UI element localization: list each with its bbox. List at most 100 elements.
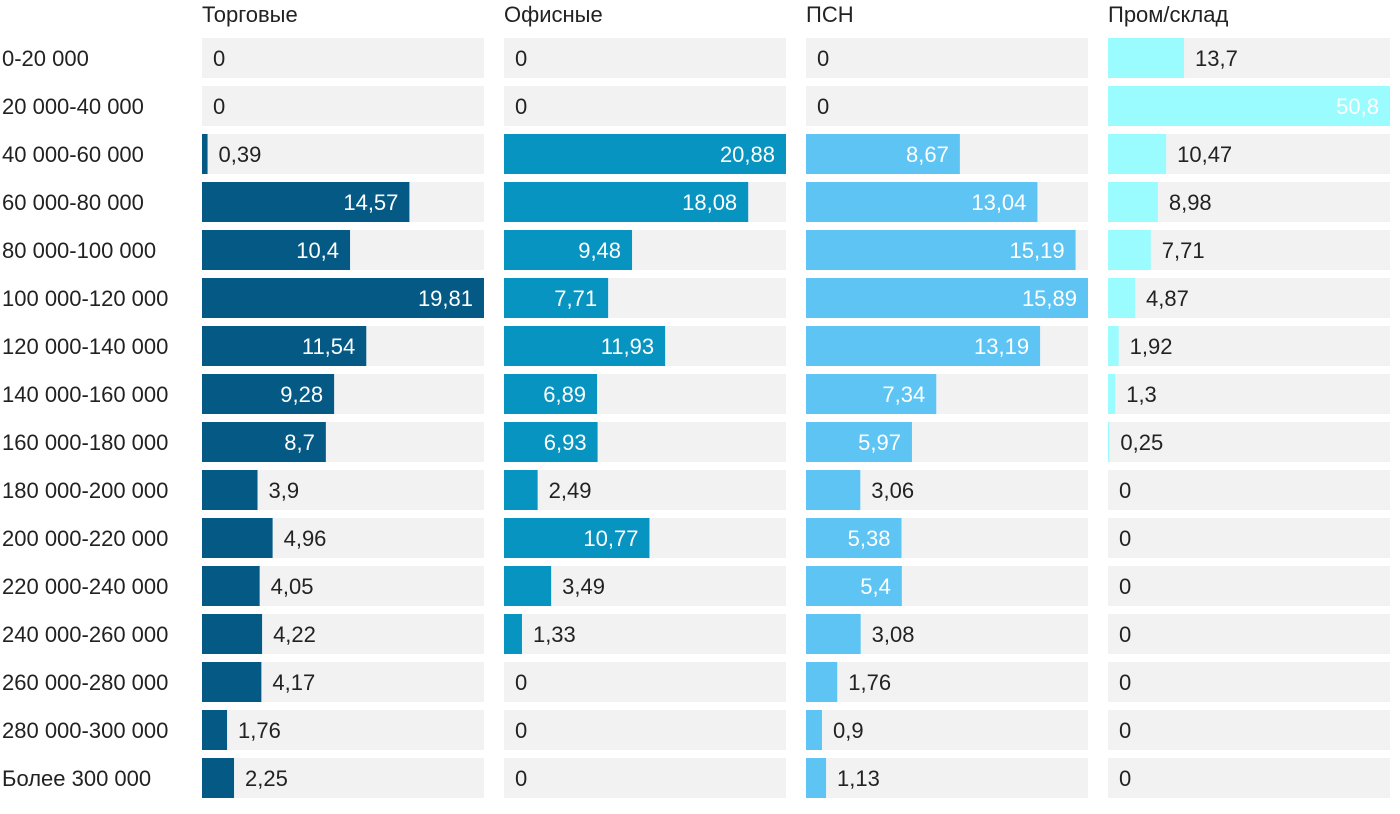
bar [504,182,749,222]
bar-track [1108,566,1390,606]
data-label: 11,54 [302,334,355,359]
data-label: 3,9 [269,478,300,503]
category-label: 240 000-260 000 [2,622,168,647]
bar [202,278,484,318]
data-label: 13,7 [1195,46,1238,71]
data-label: 0 [213,94,225,119]
bar-track [504,662,786,702]
category-label: 40 000-60 000 [2,142,144,167]
bar [806,662,838,702]
data-label: 7,71 [1162,238,1205,263]
bar [806,278,1088,318]
data-label: 11,93 [601,334,654,359]
bar [1108,134,1167,174]
bar [202,614,263,654]
bar-track [202,38,484,78]
data-label: 15,89 [1022,286,1077,311]
bar-track [202,134,484,174]
data-label: 10,47 [1177,142,1232,167]
data-label: 5,97 [858,430,901,455]
data-label: 0 [213,46,225,71]
data-label: 0 [1119,718,1131,743]
bar [1108,230,1151,270]
data-label: 0,39 [219,142,262,167]
bar-track [1108,758,1390,798]
bar-track [1108,662,1390,702]
data-label: 19,81 [418,286,473,311]
data-label: 0 [817,94,829,119]
category-label: 180 000-200 000 [2,478,168,503]
data-label: 2,49 [549,478,592,503]
bar-track [504,86,786,126]
bar [202,710,228,750]
category-label: 220 000-240 000 [2,574,168,599]
data-label: 3,06 [871,478,914,503]
bar [1108,38,1185,78]
data-label: 1,92 [1130,334,1173,359]
bar-track [806,710,1088,750]
bar-track [1108,278,1390,318]
data-label: 0 [515,46,527,71]
bar [806,470,861,510]
bar [202,566,260,606]
bar-track [1108,326,1390,366]
data-label: 6,89 [543,382,586,407]
category-label: 0-20 000 [2,46,89,71]
bar [1108,86,1390,126]
bar [504,326,666,366]
data-label: 6,93 [544,430,587,455]
data-label: 18,08 [682,190,737,215]
bar [202,374,335,414]
panel-4: Пром/склад 13,7 50,8 10,47 8,98 7,71 4,87 1,92 1… [1108,2,1390,798]
series-title: ПСН [806,2,854,27]
bar-track [1108,374,1390,414]
bar [504,518,650,558]
data-label: 0 [817,46,829,71]
bar [202,326,367,366]
category-label: 260 000-280 000 [2,670,168,695]
data-label: 20,88 [720,142,775,167]
bar-track [1108,470,1390,510]
bar-track [504,710,786,750]
data-label: 1,13 [837,766,880,791]
data-label: 13,19 [974,334,1029,359]
bar [504,230,633,270]
bar-track [806,38,1088,78]
bar [202,230,351,270]
bar [1108,278,1136,318]
bar [806,566,902,606]
bar-track [806,758,1088,798]
bar [1108,326,1119,366]
data-label: 0 [1119,574,1131,599]
category-label: 160 000-180 000 [2,430,168,455]
data-label: 15,19 [1010,238,1065,263]
data-label: 4,17 [272,670,315,695]
series-title: Пром/склад [1108,2,1228,27]
bar-track [1108,518,1390,558]
data-label: 0 [1119,622,1131,647]
bar [202,182,410,222]
data-label: 1,33 [533,622,576,647]
data-label: 4,22 [273,622,316,647]
data-label: 5,4 [860,574,891,599]
data-label: 14,57 [343,190,398,215]
bar [504,134,786,174]
category-label: 80 000-100 000 [2,238,156,263]
bar [806,758,827,798]
bar [806,134,960,174]
bar [806,374,937,414]
bar [806,230,1076,270]
data-label: 0 [1119,526,1131,551]
bar-track [504,38,786,78]
data-label: 1,76 [238,718,281,743]
category-label: 140 000-160 000 [2,382,168,407]
data-label: 0,9 [833,718,864,743]
data-label: 0 [1119,766,1131,791]
bar [202,422,326,462]
data-label: 0 [515,670,527,695]
data-label: 8,7 [284,430,315,455]
bar [806,710,822,750]
bar [1108,422,1110,462]
data-label: 4,05 [271,574,314,599]
